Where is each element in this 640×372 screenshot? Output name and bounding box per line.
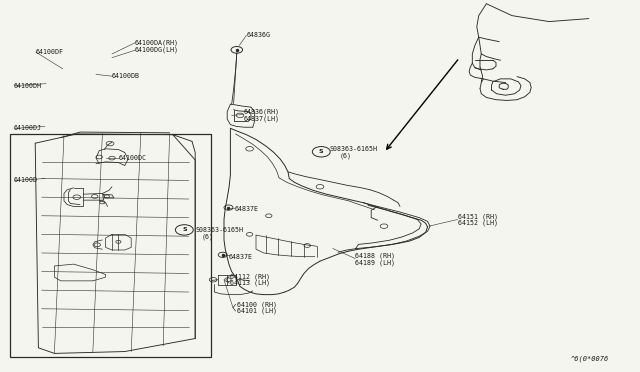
Text: S: S	[319, 149, 324, 154]
Text: (6): (6)	[339, 152, 351, 159]
Text: (6): (6)	[202, 233, 214, 240]
Text: 64100DG(LH): 64100DG(LH)	[134, 47, 179, 54]
Bar	[10, 134, 211, 357]
Text: 64837E: 64837E	[234, 206, 259, 212]
Text: 64837(LH): 64837(LH)	[243, 115, 279, 122]
Text: 64836(RH): 64836(RH)	[243, 108, 279, 115]
Text: 64100DH: 64100DH	[14, 83, 42, 89]
Text: S: S	[182, 227, 187, 232]
Text: 64836G: 64836G	[246, 32, 270, 38]
Text: S08363-6165H: S08363-6165H	[195, 227, 243, 233]
Text: 64100DF: 64100DF	[35, 49, 63, 55]
Text: 64112 (RH): 64112 (RH)	[230, 273, 270, 280]
Text: 64100 (RH): 64100 (RH)	[237, 301, 277, 308]
Text: 64100DA(RH): 64100DA(RH)	[134, 39, 179, 46]
Text: 64837E: 64837E	[229, 254, 253, 260]
Text: 64100DC: 64100DC	[118, 155, 147, 161]
Text: 64189 (LH): 64189 (LH)	[355, 259, 396, 266]
Text: 64113 (LH): 64113 (LH)	[230, 280, 270, 286]
Text: 64151 (RH): 64151 (RH)	[458, 213, 498, 220]
Text: 64101 (LH): 64101 (LH)	[237, 308, 277, 314]
Text: 64188 (RH): 64188 (RH)	[355, 253, 396, 259]
Text: 64100DB: 64100DB	[112, 73, 140, 79]
Text: ^6(0*0076: ^6(0*0076	[571, 356, 609, 362]
Text: S08363-6165H: S08363-6165H	[330, 146, 378, 152]
Text: 64100DJ: 64100DJ	[14, 125, 42, 131]
Text: 64152 (LH): 64152 (LH)	[458, 220, 498, 227]
Text: 64100D: 64100D	[14, 177, 38, 183]
